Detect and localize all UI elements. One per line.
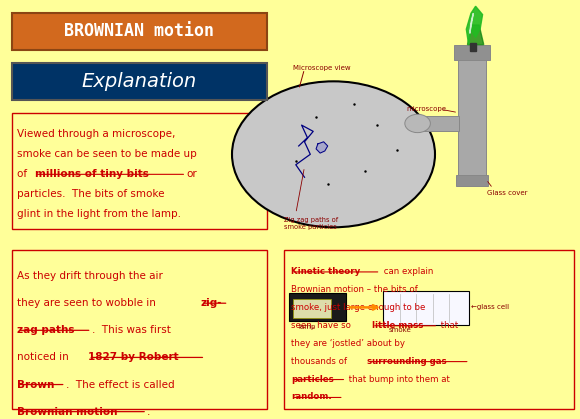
Polygon shape xyxy=(316,142,328,153)
FancyBboxPatch shape xyxy=(12,113,267,229)
Text: random.: random. xyxy=(291,393,332,401)
Bar xyxy=(293,300,331,318)
Text: 1827 by Robert: 1827 by Robert xyxy=(88,352,179,362)
Text: zag paths: zag paths xyxy=(17,325,75,335)
Text: Kinetic theory: Kinetic theory xyxy=(291,267,360,276)
Bar xyxy=(470,44,476,51)
Circle shape xyxy=(405,114,430,133)
Text: that: that xyxy=(438,321,459,330)
Text: Glass cover: Glass cover xyxy=(487,190,528,196)
Text: .  The effect is called: . The effect is called xyxy=(66,380,174,390)
Text: they are seen to wobble in: they are seen to wobble in xyxy=(17,298,160,308)
Text: can explain: can explain xyxy=(380,267,433,276)
FancyBboxPatch shape xyxy=(12,250,267,409)
Text: thousands of: thousands of xyxy=(291,357,350,366)
Text: Brownian motion: Brownian motion xyxy=(17,406,118,416)
Polygon shape xyxy=(467,25,484,45)
Text: Explanation: Explanation xyxy=(82,72,197,91)
Text: Microscope view: Microscope view xyxy=(293,65,350,71)
Bar xyxy=(383,291,469,325)
Circle shape xyxy=(232,81,435,227)
Text: smoke, just large enough to be: smoke, just large enough to be xyxy=(291,303,426,312)
Text: that bump into them at: that bump into them at xyxy=(346,375,450,383)
Text: ←glass cell: ←glass cell xyxy=(471,304,509,310)
FancyBboxPatch shape xyxy=(284,250,574,409)
Bar xyxy=(423,116,459,132)
Text: particles.  The bits of smoke: particles. The bits of smoke xyxy=(17,189,165,199)
Bar xyxy=(456,175,488,186)
Polygon shape xyxy=(470,13,473,34)
Polygon shape xyxy=(466,6,483,45)
Text: .: . xyxy=(147,406,150,416)
Text: zig-: zig- xyxy=(201,298,222,308)
Text: BROWNIAN motion: BROWNIAN motion xyxy=(64,22,214,40)
Text: microscope: microscope xyxy=(406,106,446,112)
FancyBboxPatch shape xyxy=(12,13,267,50)
Bar xyxy=(289,293,346,321)
Bar xyxy=(454,45,490,60)
Text: lamp: lamp xyxy=(299,323,316,330)
FancyBboxPatch shape xyxy=(12,62,267,100)
Text: Brownian motion – the bits of: Brownian motion – the bits of xyxy=(291,285,418,294)
Text: .  This was first: . This was first xyxy=(92,325,171,335)
Text: particles: particles xyxy=(291,375,334,383)
Text: Viewed through a microscope,: Viewed through a microscope, xyxy=(17,129,176,139)
Text: glint in the light from the lamp.: glint in the light from the lamp. xyxy=(17,210,182,220)
Text: seen, have so: seen, have so xyxy=(291,321,354,330)
Text: surrounding gas: surrounding gas xyxy=(367,357,447,366)
Text: noticed in: noticed in xyxy=(17,352,72,362)
Text: Brown: Brown xyxy=(17,380,55,390)
Text: they are ‘jostled’ about by: they are ‘jostled’ about by xyxy=(291,339,405,348)
Text: smoke can be seen to be made up: smoke can be seen to be made up xyxy=(17,149,197,159)
Text: Zig zag paths of
smoke particles: Zig zag paths of smoke particles xyxy=(284,217,338,230)
Text: of: of xyxy=(17,169,31,179)
Bar xyxy=(458,50,486,181)
Text: millions of tiny bits: millions of tiny bits xyxy=(35,169,152,179)
Text: As they drift through the air: As they drift through the air xyxy=(17,271,164,281)
Text: smoke: smoke xyxy=(389,327,412,334)
Text: little mass: little mass xyxy=(372,321,423,330)
Text: or: or xyxy=(186,169,197,179)
